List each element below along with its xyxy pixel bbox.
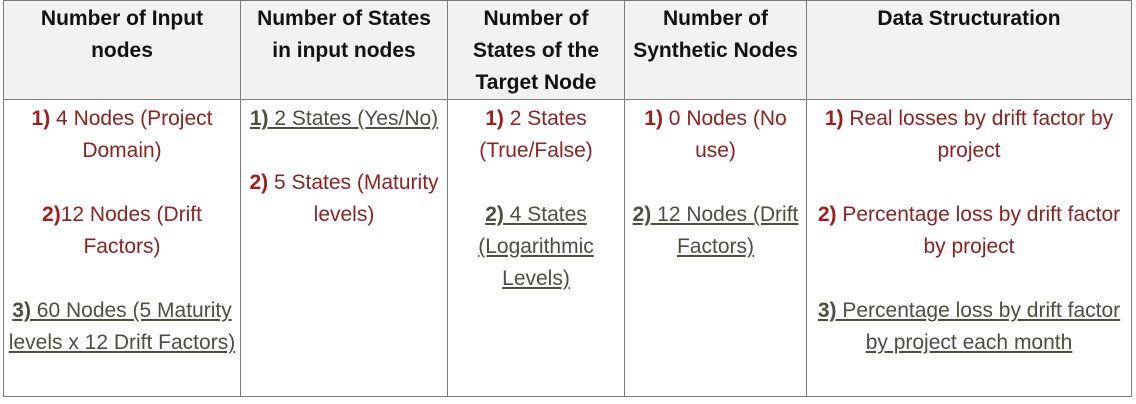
item-text: 12 Nodes (Drift Factors) bbox=[651, 203, 799, 258]
item-number: 2) bbox=[817, 203, 837, 226]
list-item: 2) 5 States (Maturity levels) bbox=[245, 167, 443, 231]
item-number: 1) bbox=[249, 107, 269, 130]
header-states-input-nodes: Number of States in input nodes bbox=[240, 0, 448, 100]
cell-states-target-node: 1) 2 States (True/False) 2) 4 States (Lo… bbox=[447, 99, 625, 397]
list-item: 1) Real losses by drift factor by projec… bbox=[811, 103, 1127, 167]
list-item: 1) 0 Nodes (No use) bbox=[629, 103, 802, 167]
item-number: 3) bbox=[12, 299, 31, 322]
list-item: 1) 2 States (Yes/No) bbox=[245, 103, 443, 135]
header-input-nodes: Number of Input nodes bbox=[3, 0, 241, 100]
list-item: 2) 12 Nodes (Drift Factors) bbox=[629, 199, 802, 263]
item-number: 2) bbox=[632, 203, 652, 226]
item-text: 5 States (Maturity levels) bbox=[268, 171, 439, 226]
item-number: 3) bbox=[817, 299, 837, 322]
item-number: 1) bbox=[644, 107, 663, 130]
item-text: 2 States (True/False) bbox=[479, 107, 593, 162]
list-item: 1) 4 Nodes (Project Domain) bbox=[8, 103, 236, 167]
item-text: Percentage loss by drift factor by proje… bbox=[836, 299, 1121, 354]
list-item: 3) Percentage loss by drift factor by pr… bbox=[811, 295, 1127, 359]
item-text: 60 Nodes (5 Maturity levels x 12 Drift F… bbox=[8, 299, 236, 354]
item-number: 1) bbox=[31, 107, 51, 130]
header-states-target-node: Number of States of the Target Node bbox=[447, 0, 625, 100]
list-item: 2)12 Nodes (Drift Factors) bbox=[8, 199, 236, 263]
list-item: 2) Percentage loss by drift factor by pr… bbox=[811, 199, 1127, 263]
cell-synthetic-nodes: 1) 0 Nodes (No use) 2) 12 Nodes (Drift F… bbox=[624, 99, 807, 397]
list-item: 2) 4 States (Logarithmic Levels) bbox=[452, 199, 620, 295]
cell-input-nodes: 1) 4 Nodes (Project Domain) 2)12 Nodes (… bbox=[3, 99, 241, 397]
list-item: 1) 2 States (True/False) bbox=[452, 103, 620, 167]
item-text: 4 States (Logarithmic Levels) bbox=[478, 203, 594, 290]
item-number: 2) bbox=[485, 203, 504, 226]
item-text: 4 Nodes (Project Domain) bbox=[50, 107, 213, 162]
header-data-structuration: Data Structuration bbox=[806, 0, 1132, 100]
cell-data-structuration: 1) Real losses by drift factor by projec… bbox=[806, 99, 1132, 397]
cell-states-input-nodes: 1) 2 States (Yes/No) 2) 5 States (Maturi… bbox=[240, 99, 448, 397]
comparison-table: Number of Input nodes Number of States i… bbox=[3, 0, 1132, 397]
item-text: 2 States (Yes/No) bbox=[268, 107, 439, 130]
item-number: 1) bbox=[485, 107, 504, 130]
item-text: Percentage loss by drift factor by proje… bbox=[836, 203, 1121, 258]
table-row: 1) 4 Nodes (Project Domain) 2)12 Nodes (… bbox=[3, 99, 1132, 397]
item-text: 0 Nodes (No use) bbox=[662, 107, 787, 162]
list-item: 3) 60 Nodes (5 Maturity levels x 12 Drif… bbox=[8, 295, 236, 359]
item-text: 12 Nodes (Drift Factors) bbox=[60, 203, 202, 258]
item-number: 2) bbox=[249, 171, 269, 194]
item-text: Real losses by drift factor by project bbox=[843, 107, 1114, 162]
item-number: 2) bbox=[42, 203, 61, 226]
header-row: Number of Input nodes Number of States i… bbox=[3, 0, 1132, 100]
item-number: 1) bbox=[824, 107, 844, 130]
header-synthetic-nodes: Number of Synthetic Nodes bbox=[624, 0, 807, 100]
